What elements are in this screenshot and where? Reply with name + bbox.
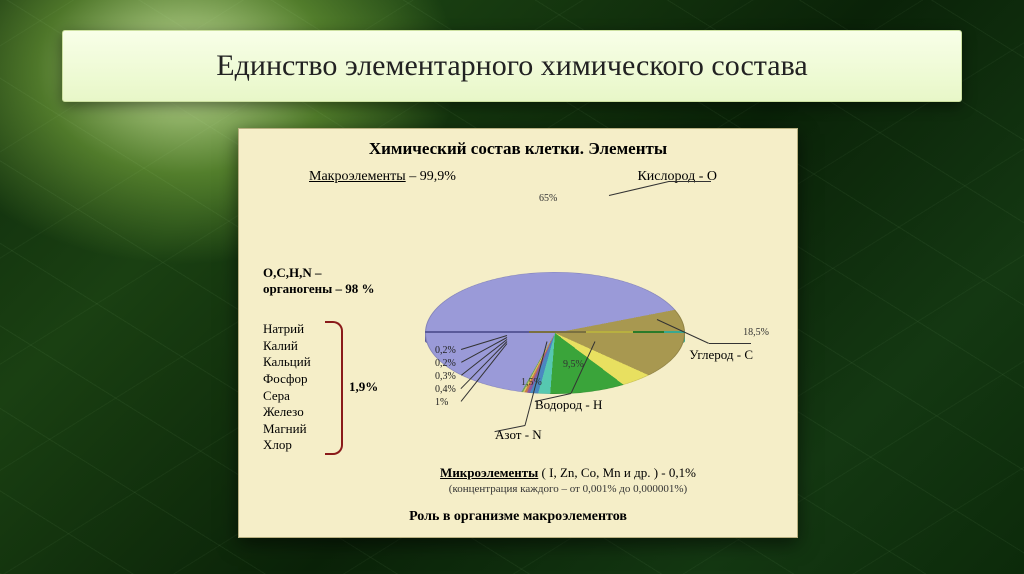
element-item: Сера bbox=[263, 388, 311, 405]
pie-chart bbox=[425, 203, 685, 383]
hydrogen-label: Водород - H bbox=[535, 397, 602, 413]
macroelements-pct: – 99,9% bbox=[409, 169, 456, 184]
element-item: Магний bbox=[263, 421, 311, 438]
microelements-sub: (концентрация каждого – от 0,001% до 0,0… bbox=[359, 483, 777, 495]
element-item: Хлор bbox=[263, 437, 311, 454]
macroelements-word: Макроэлементы bbox=[309, 169, 406, 184]
oxygen-label: Кислород - O bbox=[637, 169, 717, 185]
brace-icon bbox=[325, 321, 343, 455]
slide-title: Единство элементарного химического соста… bbox=[87, 49, 937, 83]
microelements-word: Микроэлементы bbox=[440, 465, 538, 480]
carbon-label: Углерод - C bbox=[689, 347, 753, 363]
leader-line bbox=[709, 343, 751, 344]
element-item: Кальций bbox=[263, 354, 311, 371]
elements-pct: 1,9% bbox=[349, 379, 378, 395]
macroelements-label: Макроэлементы – 99,9% bbox=[309, 169, 456, 185]
title-card: Единство элементарного химического соста… bbox=[62, 30, 962, 102]
element-item: Фосфор bbox=[263, 371, 311, 388]
panel-title: Химический состав клетки. Элементы bbox=[239, 139, 797, 159]
callout-pct: 0,3% bbox=[435, 371, 456, 382]
organogens-label: O,C,H,N – органогены – 98 % bbox=[263, 265, 375, 298]
role-label: Роль в организме макроэлементов bbox=[239, 509, 797, 525]
slide-background: Единство элементарного химического соста… bbox=[0, 0, 1024, 574]
pct-1-5: 1,5% bbox=[521, 377, 542, 388]
chart-panel: Химический состав клетки. Элементы Макро… bbox=[238, 128, 798, 538]
element-item: Железо bbox=[263, 404, 311, 421]
organogens-line1: O,C,H,N – bbox=[263, 265, 322, 280]
callout-pct: 0,4% bbox=[435, 384, 456, 395]
pct-18-5: 18,5% bbox=[743, 327, 769, 338]
microelements-block: Микроэлементы ( I, Zn, Co, Mn и др. ) - … bbox=[359, 465, 777, 495]
element-item: Калий bbox=[263, 338, 311, 355]
microelements-detail: ( I, Zn, Co, Mn и др. ) - 0,1% bbox=[542, 465, 696, 480]
element-item: Натрий bbox=[263, 321, 311, 338]
callout-pct: 0,2% bbox=[435, 345, 456, 356]
leader-line bbox=[669, 181, 711, 182]
callout-pct: 1% bbox=[435, 397, 448, 408]
pie-top bbox=[425, 272, 685, 394]
nitrogen-label: Азот - N bbox=[495, 427, 542, 443]
organogens-line2: органогены – 98 % bbox=[263, 281, 375, 296]
callout-pct: 0,2% bbox=[435, 358, 456, 369]
elements-list: НатрийКалийКальцийФосфорСераЖелезоМагний… bbox=[263, 321, 311, 454]
